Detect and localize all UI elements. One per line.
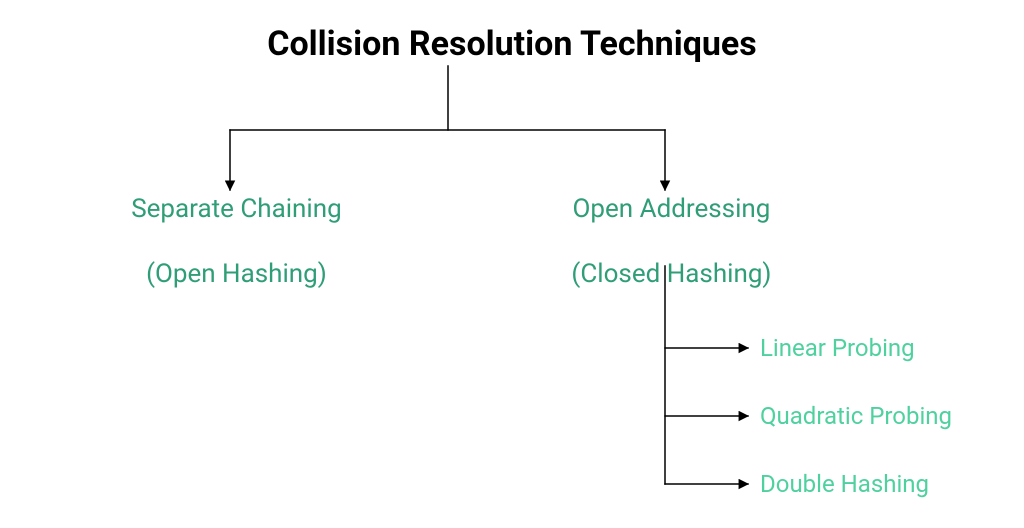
node-linear-probing: Linear Probing: [760, 333, 915, 363]
node-open-addressing-line1: Open Addressing: [573, 194, 771, 224]
node-double-hashing: Double Hashing: [760, 469, 929, 499]
node-separate-chaining: Separate Chaining (Open Hashing): [118, 160, 341, 290]
node-separate-chaining-line1: Separate Chaining: [131, 194, 342, 224]
diagram-title: Collision Resolution Techniques: [267, 23, 757, 66]
node-open-addressing-line2: (Closed Hashing): [571, 259, 771, 289]
node-separate-chaining-line2: (Open Hashing): [146, 259, 327, 289]
node-open-addressing: Open Addressing (Closed Hashing): [559, 160, 772, 290]
node-quadratic-probing: Quadratic Probing: [760, 401, 952, 431]
